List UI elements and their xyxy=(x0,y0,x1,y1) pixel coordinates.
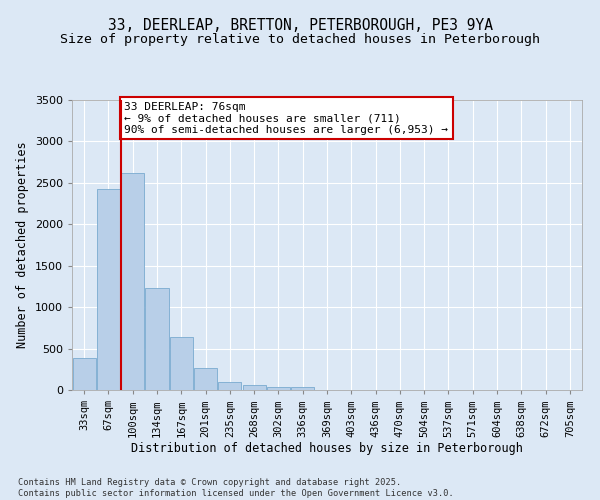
Text: Contains HM Land Registry data © Crown copyright and database right 2025.
Contai: Contains HM Land Registry data © Crown c… xyxy=(18,478,454,498)
Text: Size of property relative to detached houses in Peterborough: Size of property relative to detached ho… xyxy=(60,32,540,46)
X-axis label: Distribution of detached houses by size in Peterborough: Distribution of detached houses by size … xyxy=(131,442,523,455)
Bar xyxy=(218,382,241,390)
Bar xyxy=(242,386,266,390)
Bar xyxy=(73,358,95,390)
Y-axis label: Number of detached properties: Number of detached properties xyxy=(16,142,29,348)
Bar xyxy=(145,288,169,390)
Bar xyxy=(291,387,314,390)
Bar xyxy=(170,337,193,390)
Bar xyxy=(97,190,120,390)
Text: 33 DEERLEAP: 76sqm
← 9% of detached houses are smaller (711)
90% of semi-detache: 33 DEERLEAP: 76sqm ← 9% of detached hous… xyxy=(124,102,448,135)
Text: 33, DEERLEAP, BRETTON, PETERBOROUGH, PE3 9YA: 33, DEERLEAP, BRETTON, PETERBOROUGH, PE3… xyxy=(107,18,493,32)
Bar xyxy=(267,386,290,390)
Bar xyxy=(194,368,217,390)
Bar xyxy=(121,173,144,390)
